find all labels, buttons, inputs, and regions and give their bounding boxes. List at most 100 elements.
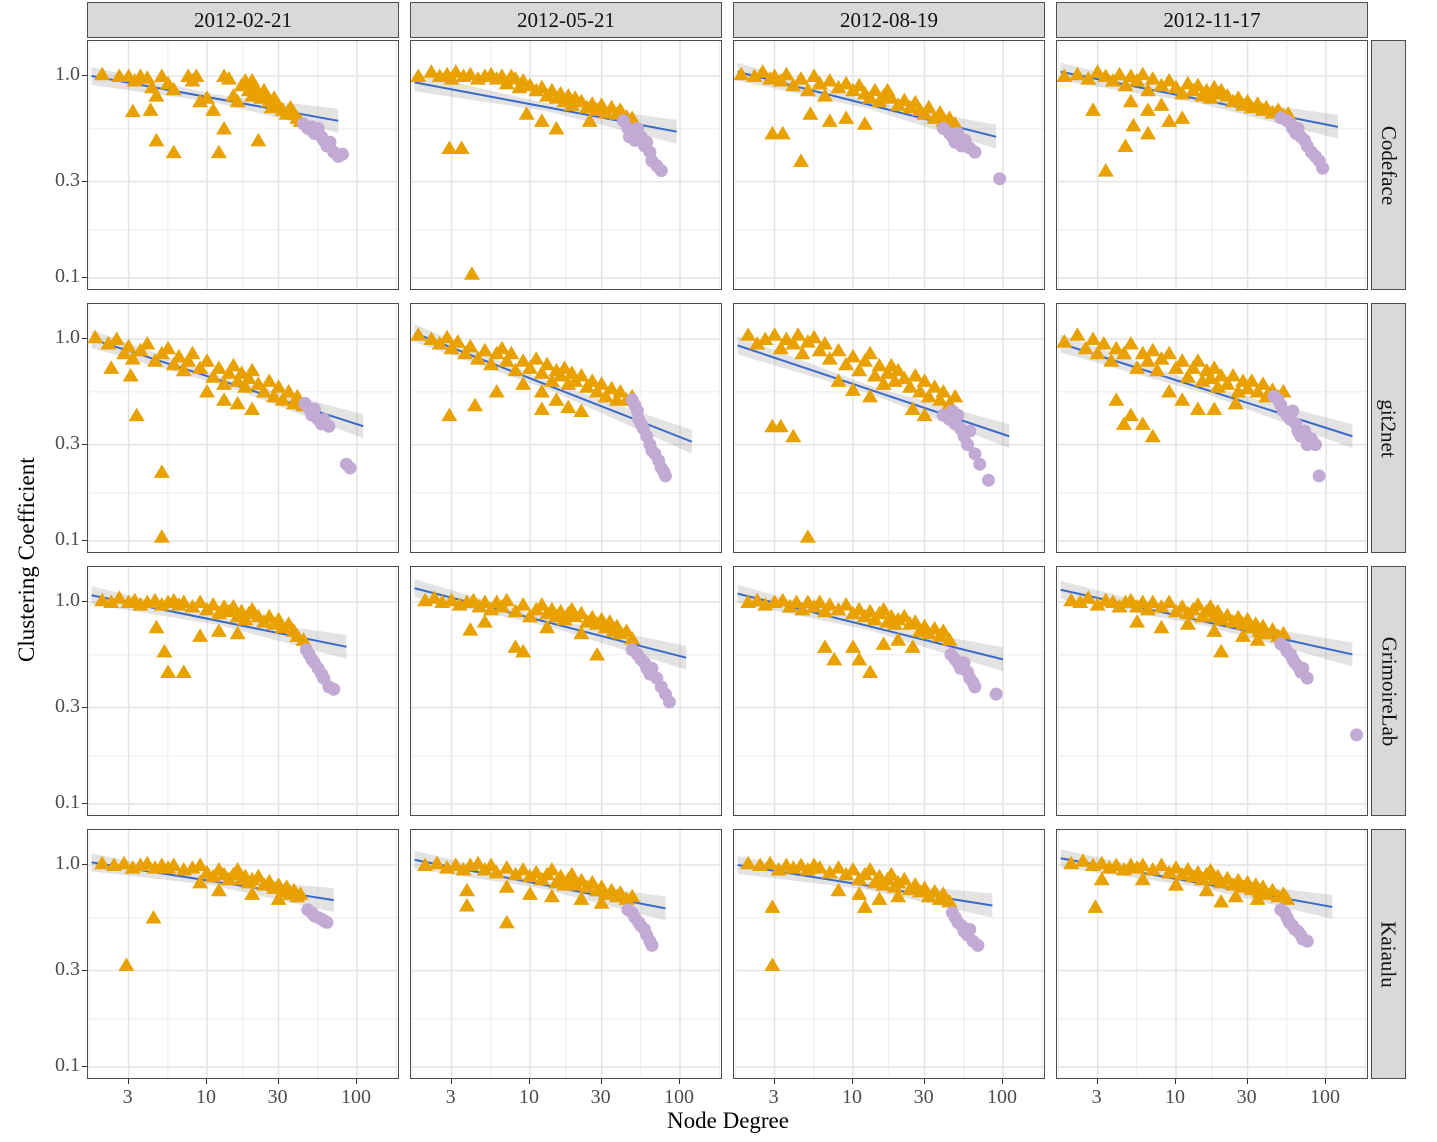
developer-point-triangle (417, 857, 434, 871)
facet-strip-label: 2012-08-19 (840, 7, 938, 32)
developer-point-triangle (904, 401, 921, 416)
developer-point-triangle (533, 365, 550, 379)
developer-point-triangle (560, 399, 577, 414)
developer-point-triangle (216, 120, 233, 135)
facet-panel-Codeface-2012-11-17 (1056, 40, 1368, 290)
developer-point-triangle (463, 266, 480, 280)
developer-point-triangle (584, 373, 601, 387)
developer-point-triangle (170, 348, 187, 363)
developer-point-triangle (1072, 594, 1089, 608)
developer-point-triangle (845, 382, 861, 396)
developer-point-triangle (1093, 871, 1110, 886)
developer-point-triangle (764, 125, 781, 140)
x-tick-label: 3 (445, 1086, 456, 1108)
developer-point-circle (645, 938, 659, 952)
developer-point-triangle (896, 871, 913, 886)
developer-point-triangle (139, 70, 156, 84)
developer-point-circle (1308, 438, 1322, 452)
developer-point-triangle (139, 335, 156, 350)
panel-canvas (1057, 304, 1367, 552)
developer-point-triangle (788, 594, 805, 608)
y-tick-label: 1.0 (55, 589, 80, 611)
y-tick-mark (82, 969, 87, 971)
developer-point-triangle (1219, 376, 1236, 390)
developer-point-triangle (1153, 77, 1170, 92)
developer-point-triangle (1189, 353, 1206, 367)
developer-point-triangle (1227, 888, 1244, 903)
developer-point-circle (1316, 161, 1330, 175)
developer-point-triangle (469, 855, 486, 870)
developer-point-triangle (256, 383, 273, 398)
panel-canvas (88, 304, 398, 552)
developer-point-triangle (1144, 342, 1161, 357)
developer-point-triangle (192, 93, 209, 108)
developer-point-triangle (1189, 401, 1206, 416)
developer-point-triangle (507, 866, 524, 881)
developer-point-triangle (1168, 877, 1184, 891)
developer-point-triangle (160, 664, 177, 679)
developer-point-triangle (573, 403, 590, 418)
developer-point-circle (323, 135, 337, 149)
developer-point-triangle (1227, 395, 1244, 410)
developer-point-triangle (94, 66, 111, 81)
developer-point-triangle (757, 331, 774, 345)
facet-panel-Kaiaulu-2012-05-21 (410, 829, 722, 1079)
developer-point-triangle (907, 614, 924, 628)
facet-panel-git2net-2012-05-21 (410, 303, 722, 553)
x-tick-label: 3 (122, 1086, 133, 1108)
developer-point-triangle (423, 331, 440, 345)
developer-point-triangle (1149, 362, 1166, 377)
developer-point-triangle (896, 608, 913, 623)
developer-point-triangle (539, 356, 556, 371)
developer-point-triangle (199, 383, 215, 398)
developer-point-triangle (518, 106, 535, 120)
developer-point-triangle (1125, 117, 1142, 132)
facet-strip-label: git2net (1377, 398, 1402, 458)
y-tick-label: 1.0 (55, 326, 80, 348)
developer-point-triangle (830, 373, 847, 387)
developer-point-triangle (912, 383, 929, 398)
developer-point-circle (993, 172, 1007, 186)
developer-point-triangle (916, 373, 933, 387)
developer-point-triangle (1144, 71, 1161, 85)
developer-point-triangle (533, 79, 550, 94)
facet-panel-git2net-2012-11-17 (1056, 303, 1368, 553)
developer-point-triangle (935, 383, 952, 398)
x-tick-mark (206, 1079, 207, 1084)
panel-canvas (411, 830, 721, 1078)
developer-point-triangle (476, 614, 493, 628)
developer-point-triangle (116, 345, 133, 360)
developer-point-triangle (749, 335, 766, 350)
developer-point-triangle (1206, 623, 1223, 637)
developer-point-triangle (624, 888, 641, 903)
facet-panel-Kaiaulu-2012-02-21 (87, 829, 399, 1079)
developer-point-triangle (811, 860, 828, 874)
developer-point-triangle (1069, 66, 1086, 81)
x-tick-mark (773, 1079, 775, 1084)
developer-point-triangle (244, 401, 261, 416)
developer-point-triangle (467, 397, 484, 412)
developer-point-triangle (199, 353, 215, 367)
developer-point-triangle (153, 529, 170, 543)
developer-point-triangle (845, 639, 861, 653)
developer-point-triangle (1258, 625, 1275, 640)
developer-point-triangle (184, 345, 201, 360)
panel-canvas (734, 41, 1044, 289)
developer-point-triangle (103, 594, 120, 608)
developer-point-circle (968, 680, 982, 694)
developer-point-triangle (533, 113, 550, 127)
y-tick-label: 1.0 (55, 63, 80, 85)
developer-point-triangle (734, 66, 750, 81)
developer-point-circle (973, 457, 987, 471)
facet-panel-GrimoireLab-2012-05-21 (410, 566, 722, 816)
developer-point-triangle (907, 367, 924, 382)
developer-point-triangle (1057, 68, 1073, 82)
developer-point-triangle (862, 388, 879, 403)
developer-point-triangle (931, 392, 948, 406)
panel-canvas (411, 567, 721, 815)
developer-point-triangle (250, 132, 267, 147)
developer-point-triangle (1139, 82, 1156, 97)
developer-point-triangle (830, 601, 847, 616)
developer-point-triangle (515, 597, 532, 611)
developer-point-triangle (426, 590, 443, 604)
